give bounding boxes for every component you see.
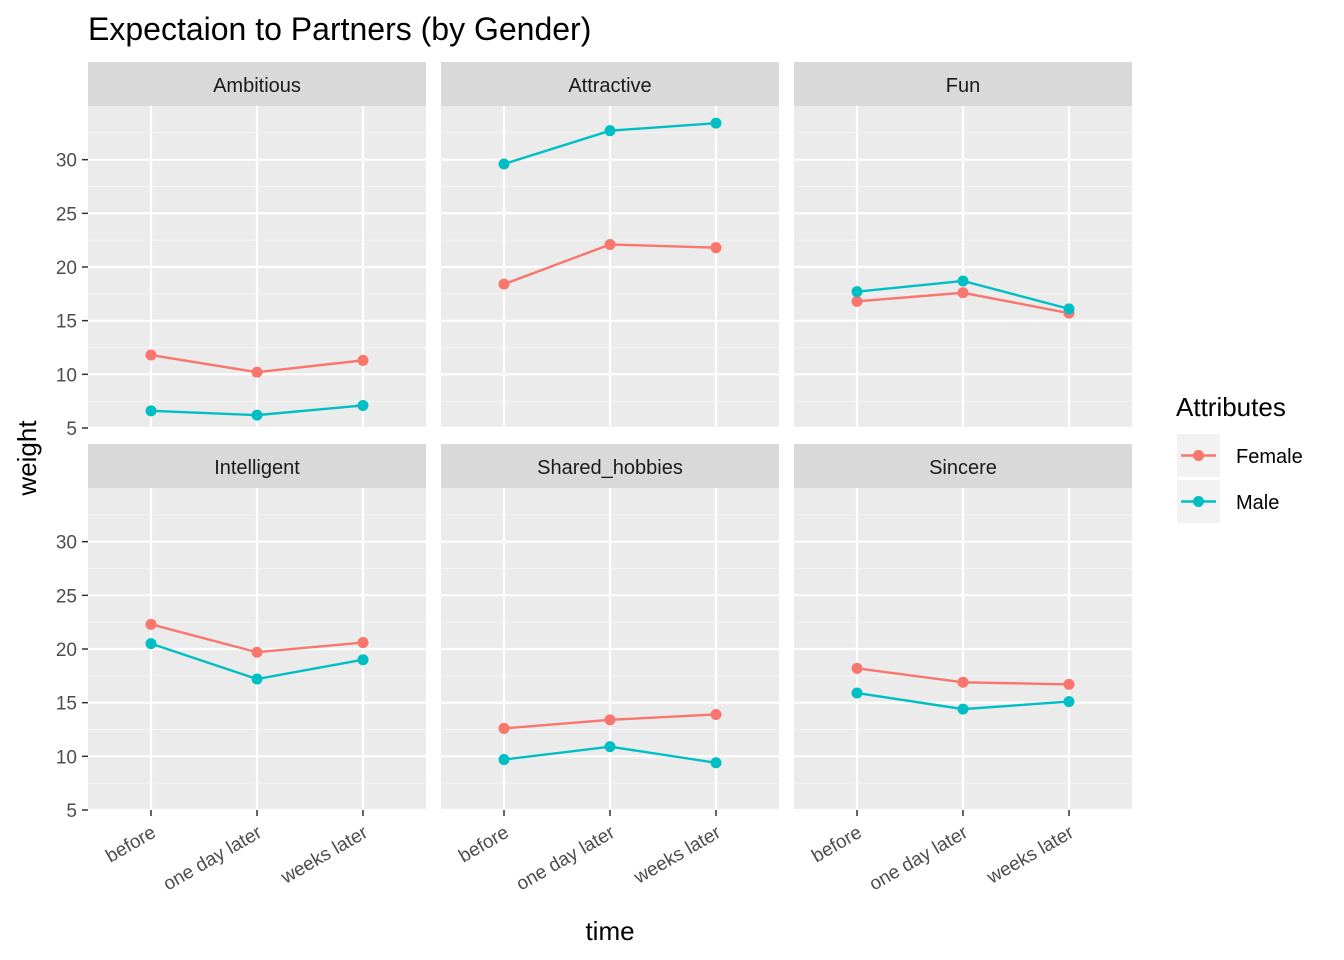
chart-title: Expectaion to Partners (by Gender) bbox=[88, 11, 591, 47]
facet-panel: Ambitious 5 10 15 20 25 30 bbox=[56, 62, 426, 440]
facet-strip-label: Ambitious bbox=[213, 75, 301, 97]
data-point-female bbox=[710, 242, 722, 254]
facet-panel: Sincere before one day later weeks later bbox=[794, 444, 1132, 895]
data-point-male bbox=[851, 286, 863, 298]
data-point-female bbox=[145, 618, 157, 630]
legend-entry: Female bbox=[1177, 434, 1303, 477]
data-point-female bbox=[957, 676, 969, 688]
facet-strip bbox=[794, 62, 1132, 106]
data-point-male bbox=[145, 638, 157, 650]
data-point-male bbox=[957, 703, 969, 715]
data-point-male bbox=[957, 275, 969, 287]
x-tick-label: weeks later bbox=[277, 822, 372, 889]
data-point-male bbox=[604, 741, 616, 753]
facet-strip-label: Fun bbox=[946, 75, 980, 97]
y-tick-label: 10 bbox=[56, 365, 77, 386]
facet-strip-label: Shared_hobbies bbox=[537, 457, 683, 479]
legend-key-point bbox=[1193, 496, 1204, 507]
y-tick-label: 15 bbox=[56, 312, 77, 333]
x-tick-label: one day later bbox=[160, 822, 266, 895]
x-axis-title: time bbox=[585, 916, 634, 946]
x-tick-label: one day later bbox=[866, 822, 972, 895]
data-point-male bbox=[251, 673, 263, 685]
data-point-female bbox=[251, 366, 263, 378]
data-point-female bbox=[851, 662, 863, 674]
data-point-female bbox=[498, 278, 510, 290]
y-tick-label: 15 bbox=[56, 694, 77, 715]
data-point-male bbox=[710, 757, 722, 769]
y-tick-label: 30 bbox=[56, 151, 77, 172]
data-point-male bbox=[851, 687, 863, 699]
data-point-female bbox=[604, 238, 616, 250]
data-point-male bbox=[1063, 303, 1075, 315]
y-tick-label: 30 bbox=[56, 533, 77, 554]
x-tick-label: one day later bbox=[513, 822, 619, 895]
legend-label: Female bbox=[1236, 446, 1303, 468]
legend-label: Male bbox=[1236, 492, 1279, 514]
facet-panel: Fun bbox=[794, 62, 1132, 430]
data-point-female bbox=[1063, 678, 1075, 690]
y-tick-label: 5 bbox=[66, 419, 77, 440]
data-point-female bbox=[498, 722, 510, 734]
data-point-male bbox=[145, 405, 157, 417]
x-tick-label: before bbox=[455, 822, 512, 867]
data-point-male bbox=[604, 125, 616, 137]
legend: Attributes Female Male bbox=[1176, 392, 1303, 523]
facet-strip bbox=[441, 62, 779, 106]
x-tick-label: before bbox=[808, 822, 865, 867]
data-point-female bbox=[251, 646, 263, 658]
facet-panels: Ambitious 5 10 15 20 25 30 Attractive Fun Intelli… bbox=[56, 62, 1132, 895]
facet-panel: Attractive bbox=[441, 62, 779, 430]
y-tick-label: 25 bbox=[56, 586, 77, 607]
x-tick-label: weeks later bbox=[630, 822, 725, 889]
data-point-female bbox=[851, 295, 863, 307]
y-axis-title: weight bbox=[12, 420, 42, 497]
facet-strip bbox=[441, 444, 779, 488]
facet-panel: Intelligent 5 10 15 20 25 30 before one day late… bbox=[56, 444, 426, 895]
facet-strip bbox=[88, 444, 426, 488]
data-point-female bbox=[957, 287, 969, 299]
facet-strip-label: Attractive bbox=[568, 75, 651, 97]
y-tick-label: 20 bbox=[56, 640, 77, 661]
x-tick-label: weeks later bbox=[983, 822, 1078, 889]
data-point-male bbox=[251, 409, 263, 421]
y-tick-label: 10 bbox=[56, 747, 77, 768]
data-point-female bbox=[604, 714, 616, 726]
legend-entry: Male bbox=[1177, 480, 1279, 523]
y-tick-label: 5 bbox=[66, 801, 77, 822]
x-tick-label: before bbox=[102, 822, 159, 867]
facet-strip-label: Sincere bbox=[929, 457, 997, 479]
data-point-male bbox=[710, 117, 722, 129]
facet-strip-label: Intelligent bbox=[214, 457, 300, 479]
data-point-male bbox=[357, 654, 369, 666]
data-point-male bbox=[1063, 696, 1075, 708]
data-point-female bbox=[145, 349, 157, 361]
data-point-male bbox=[498, 754, 510, 766]
data-point-female bbox=[710, 708, 722, 720]
facet-strip bbox=[88, 62, 426, 106]
y-tick-label: 20 bbox=[56, 258, 77, 279]
facet-strip bbox=[794, 444, 1132, 488]
data-point-male bbox=[357, 399, 369, 411]
data-point-male bbox=[498, 158, 510, 170]
legend-title: Attributes bbox=[1176, 392, 1286, 422]
y-tick-label: 25 bbox=[56, 204, 77, 225]
data-point-female bbox=[357, 354, 369, 366]
data-point-female bbox=[357, 637, 369, 649]
legend-key-point bbox=[1193, 450, 1204, 461]
